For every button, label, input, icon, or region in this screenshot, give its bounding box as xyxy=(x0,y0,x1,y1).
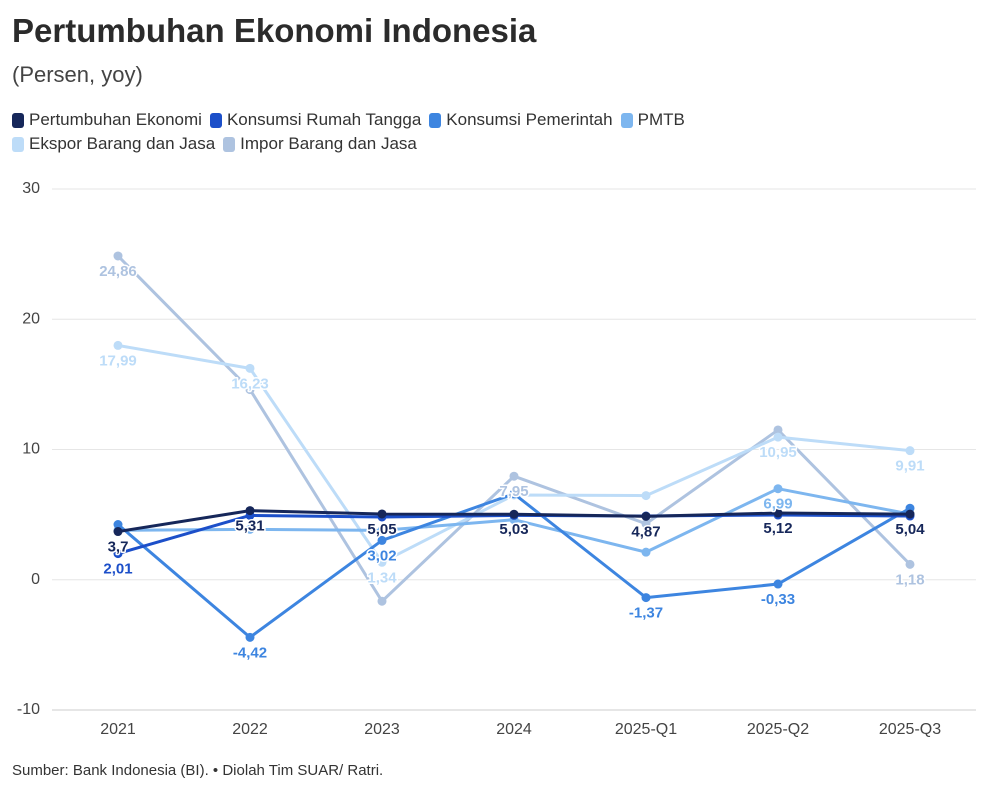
x-tick-label: 2022 xyxy=(232,721,268,738)
data-label: 4,87 xyxy=(631,523,660,540)
data-point xyxy=(641,547,651,557)
x-tick-label: 2021 xyxy=(100,721,136,738)
data-label: 17,99 xyxy=(99,352,137,369)
data-point xyxy=(377,509,387,519)
chart: -10 0 10 20 30 2021 2022 2023 2024 2025-Q1 2025-Q2… xyxy=(17,180,976,738)
legend-item: Konsumsi Rumah Tangga xyxy=(209,110,422,130)
data-label: 5,03 xyxy=(499,521,528,538)
legend-label: Konsumsi Rumah Tangga xyxy=(226,110,422,129)
legend-swatch xyxy=(429,112,442,128)
y-tick-label: 30 xyxy=(22,180,40,197)
data-point xyxy=(773,579,783,589)
data-point xyxy=(905,509,915,519)
data-label: 9,91 xyxy=(895,458,924,475)
legend-swatch xyxy=(12,136,24,152)
chart-subtitle: (Persen, yoy) xyxy=(12,62,143,87)
data-label: 1,34 xyxy=(367,569,397,586)
chart-title: Pertumbuhan Ekonomi Indonesia xyxy=(12,12,537,49)
legend-label: Impor Barang dan Jasa xyxy=(240,134,417,153)
y-tick-label: -10 xyxy=(17,701,40,718)
x-tick-label: 2024 xyxy=(496,721,532,738)
data-point xyxy=(245,363,255,373)
legend-swatch xyxy=(12,112,24,128)
legend: Pertumbuhan Ekonomi Konsumsi Rumah Tangga… xyxy=(12,110,772,154)
data-point xyxy=(773,484,783,494)
legend-label: Konsumsi Pemerintah xyxy=(446,110,613,129)
data-label: 1,18 xyxy=(895,571,924,588)
data-label: 5,12 xyxy=(763,520,792,537)
data-label: 7,95 xyxy=(499,483,528,500)
y-tick-label: 20 xyxy=(22,310,40,327)
x-tick-label: 2025-Q2 xyxy=(747,721,809,738)
legend-label: PMTB xyxy=(637,110,685,129)
data-label: 3,7 xyxy=(108,539,129,556)
data-point xyxy=(113,340,123,350)
data-point xyxy=(113,251,123,261)
data-point xyxy=(509,509,519,519)
data-point xyxy=(905,559,915,569)
legend-swatch xyxy=(209,112,222,128)
y-tick-label: 10 xyxy=(22,441,40,458)
legend-label: Pertumbuhan Ekonomi xyxy=(29,110,202,129)
data-point xyxy=(641,593,651,603)
x-tick-label: 2025-Q3 xyxy=(879,721,941,738)
data-label: -0,33 xyxy=(761,591,795,608)
data-label: 5,05 xyxy=(367,521,396,538)
data-point xyxy=(377,596,387,606)
legend-item: Konsumsi Pemerintah xyxy=(429,110,613,130)
data-label: 5,31 xyxy=(235,518,264,535)
data-point xyxy=(641,491,651,501)
data-label: 5,04 xyxy=(895,521,925,538)
data-point xyxy=(245,385,255,395)
legend-swatch xyxy=(223,136,236,152)
legend-item: Impor Barang dan Jasa xyxy=(223,134,417,154)
data-point xyxy=(905,446,915,456)
legend-item: Pertumbuhan Ekonomi xyxy=(12,110,202,130)
data-point xyxy=(377,557,387,567)
legend-swatch xyxy=(620,112,633,128)
data-point xyxy=(377,535,387,545)
data-point xyxy=(509,471,519,481)
data-label: -4,42 xyxy=(233,644,267,661)
data-label: 6,99 xyxy=(763,496,792,513)
data-point xyxy=(509,489,519,499)
legend-item: Ekspor Barang dan Jasa xyxy=(12,134,215,154)
data-point xyxy=(773,508,783,518)
data-point xyxy=(641,511,651,521)
data-label: 2,01 xyxy=(103,561,132,578)
y-tick-label: 0 xyxy=(31,571,40,588)
data-point xyxy=(641,519,651,529)
data-label: 24,86 xyxy=(99,263,137,280)
data-point xyxy=(245,632,255,642)
data-label: 16,23 xyxy=(231,375,269,392)
data-point xyxy=(113,549,123,559)
data-point xyxy=(113,520,123,530)
legend-label: Ekspor Barang dan Jasa xyxy=(29,134,216,153)
data-label: 10,95 xyxy=(759,444,797,461)
source-note: Sumber: Bank Indonesia (BI). • Diolah Ti… xyxy=(12,762,384,779)
legend-item: PMTB xyxy=(620,110,685,130)
data-label: -1,37 xyxy=(629,605,663,622)
data-point xyxy=(113,527,123,537)
data-point xyxy=(773,425,783,435)
data-label: 3,02 xyxy=(367,547,396,564)
data-point xyxy=(245,524,255,534)
series-line xyxy=(116,254,912,603)
data-point xyxy=(773,432,783,442)
data-point xyxy=(377,525,387,535)
x-tick-label: 2023 xyxy=(364,721,400,738)
x-tick-label: 2025-Q1 xyxy=(615,721,677,738)
data-point xyxy=(245,506,255,516)
